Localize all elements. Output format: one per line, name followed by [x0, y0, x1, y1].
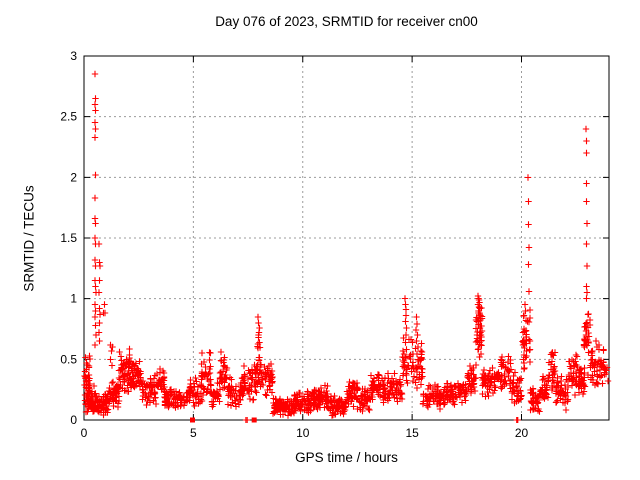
svg-text:0: 0	[81, 426, 88, 440]
zero-flag-markers	[190, 417, 521, 423]
x-axis-label: GPS time / hours	[295, 450, 398, 465]
chart-title: Day 076 of 2023, SRMTID for receiver cn0…	[215, 14, 478, 29]
scatter-data-points	[81, 70, 612, 419]
svg-text:2.5: 2.5	[60, 110, 77, 124]
svg-text:10: 10	[296, 426, 310, 440]
svg-text:5: 5	[190, 426, 197, 440]
svg-text:2: 2	[70, 170, 77, 184]
svg-text:0.5: 0.5	[60, 352, 77, 366]
tick-labels: 0 5 10 15 20 0 0.5 1 1.5 2 2.5 3	[60, 49, 528, 440]
svg-text:3: 3	[70, 49, 77, 63]
axis-ticks	[83, 55, 609, 421]
grid-lines	[84, 56, 609, 420]
svg-text:20: 20	[515, 426, 529, 440]
svg-text:1: 1	[70, 292, 77, 306]
svg-text:15: 15	[405, 426, 419, 440]
svg-text:1.5: 1.5	[60, 231, 77, 245]
svg-text:0: 0	[70, 413, 77, 427]
y-axis-label: SRMTID / TECUs	[21, 185, 37, 292]
